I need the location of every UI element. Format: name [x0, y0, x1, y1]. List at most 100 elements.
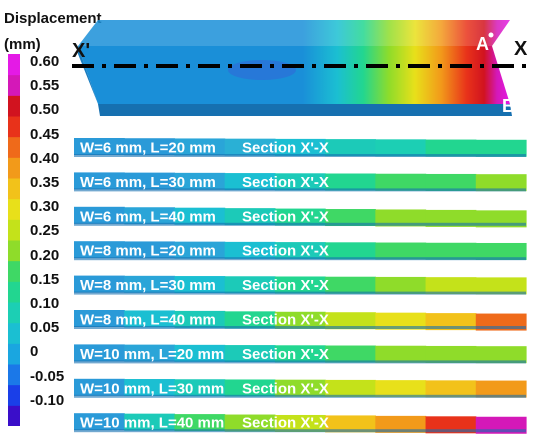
strip-segment [74, 206, 125, 224]
colorbar-band [8, 116, 20, 138]
strip-segment [325, 139, 376, 157]
strip-segment [425, 242, 477, 260]
strip-segment [475, 346, 527, 364]
strip-section-label: Section X'-X [242, 312, 329, 329]
strip-segment [174, 379, 226, 397]
strip-segment [325, 173, 376, 191]
colorbar-tick-label: -0.05 [30, 367, 65, 385]
strip-edge [74, 326, 526, 329]
strip-segment [274, 242, 326, 260]
strip-segment [124, 241, 176, 259]
strip-section-label: Section X'-X [242, 243, 329, 260]
legend-title: Displacement [4, 10, 102, 27]
colorbar-band [8, 384, 20, 406]
colorbar-tick-label: 0.05 [30, 319, 60, 337]
strip-dimension-label: W=6 mm, L=20 mm [80, 140, 216, 157]
strip-segment [74, 172, 125, 190]
strip-edge [74, 257, 526, 261]
colorbar-tick-label: -0.10 [30, 391, 65, 409]
strip-segment [124, 138, 176, 156]
strip-segment [274, 138, 326, 156]
strip-segment [124, 379, 176, 397]
strip-segment [425, 139, 477, 157]
strip-segment [274, 173, 326, 191]
point-b-label: B [502, 96, 515, 116]
section-strip: W=10 mm, L=30 mm Section X'-X [74, 378, 527, 398]
point-a-marker [488, 32, 494, 38]
right-marker: X [514, 38, 528, 60]
strip-segment [224, 241, 276, 259]
colorbar-band [8, 54, 20, 76]
colorbar-tick-label: 0.55 [30, 77, 60, 95]
strip-edge [74, 188, 526, 192]
strip-segment [74, 310, 125, 327]
colorbar-band [8, 178, 20, 200]
strip-dimension-label: W=8 mm, L=40 mm [80, 312, 216, 329]
plate-front-face [78, 46, 510, 104]
strip-segment [224, 138, 276, 156]
strip-segment [274, 276, 326, 294]
strip-segment [174, 344, 226, 362]
strip-segment [224, 208, 276, 226]
section-strip: W=6 mm, L=30 mm Section X'-X [74, 172, 527, 192]
strip-segment [74, 138, 125, 155]
strip-segment [425, 173, 477, 191]
strip-segment [74, 275, 125, 293]
colorbar-tick-label: 0.35 [30, 174, 60, 191]
strip-segment [375, 312, 427, 330]
strip-section-label: Section X'-X [242, 174, 329, 191]
strip-segment [124, 172, 176, 190]
strip-segment [375, 209, 427, 227]
strip-segment [475, 242, 527, 260]
colorbar-tick-label: 0.45 [30, 125, 60, 143]
plate-top-face [78, 20, 510, 46]
section-strip: W=8 mm, L=20 mm Section X'-X [74, 241, 527, 261]
left-marker: X' [72, 40, 90, 62]
section-strip: W=6 mm, L=40 mm Section X'-X [74, 206, 527, 228]
strip-segment [124, 275, 176, 293]
plate-bottom-edge [98, 104, 512, 116]
strip-segment [224, 345, 276, 363]
strip-segment [124, 207, 176, 225]
colorbar-band [8, 302, 20, 324]
strip-segment [325, 209, 376, 227]
strip-segment [74, 413, 125, 431]
strip-segment [174, 172, 226, 190]
strip-segment [325, 415, 376, 433]
strip-segment [224, 173, 276, 191]
strip-segment [325, 312, 376, 330]
strip-section-label: Section X'-X [242, 277, 329, 294]
colorbar-band [8, 198, 20, 220]
colorbar-band [8, 364, 20, 386]
strip-segment [174, 241, 226, 259]
strip-dimension-label: W=6 mm, L=40 mm [80, 208, 216, 225]
section-strip: W=10 mm, L=20 mm Section X'-X [74, 344, 527, 364]
colorbar-band [8, 219, 20, 241]
strip-segment [375, 345, 427, 363]
strip-segment [425, 380, 477, 398]
section-strip: W=10 mm, L=40 mm Section X'-X [74, 413, 527, 434]
strip-edge [74, 394, 526, 398]
strip-segment [74, 344, 125, 362]
plate-low-displacement-zone [228, 60, 296, 80]
strip-segment [174, 207, 226, 225]
strip-segment [174, 414, 226, 432]
colorbar-tick-label: 0.40 [30, 149, 60, 167]
colorbar-tick-label: 0.60 [30, 53, 60, 70]
section-strips: W=6 mm, L=20 mm Section X'-XW=6 mm, L=30 … [74, 138, 527, 434]
strip-segment [375, 242, 427, 260]
strip-segment [325, 379, 376, 397]
colorbar-tick-label: 0.20 [30, 246, 60, 264]
strip-section-label: Section X'-X [242, 346, 329, 363]
colorbar-band [8, 281, 20, 303]
strip-segment [274, 379, 326, 397]
plate-side-face [78, 46, 98, 104]
strip-segment [475, 380, 527, 398]
strip-segment [124, 344, 176, 362]
strip-segment [325, 276, 376, 294]
strip-segment [224, 379, 276, 397]
strip-edge [74, 154, 526, 157]
strip-dimension-label: W=6 mm, L=30 mm [80, 174, 216, 191]
strip-segment [475, 174, 527, 192]
strip-dimension-label: W=10 mm, L=40 mm [80, 415, 224, 432]
